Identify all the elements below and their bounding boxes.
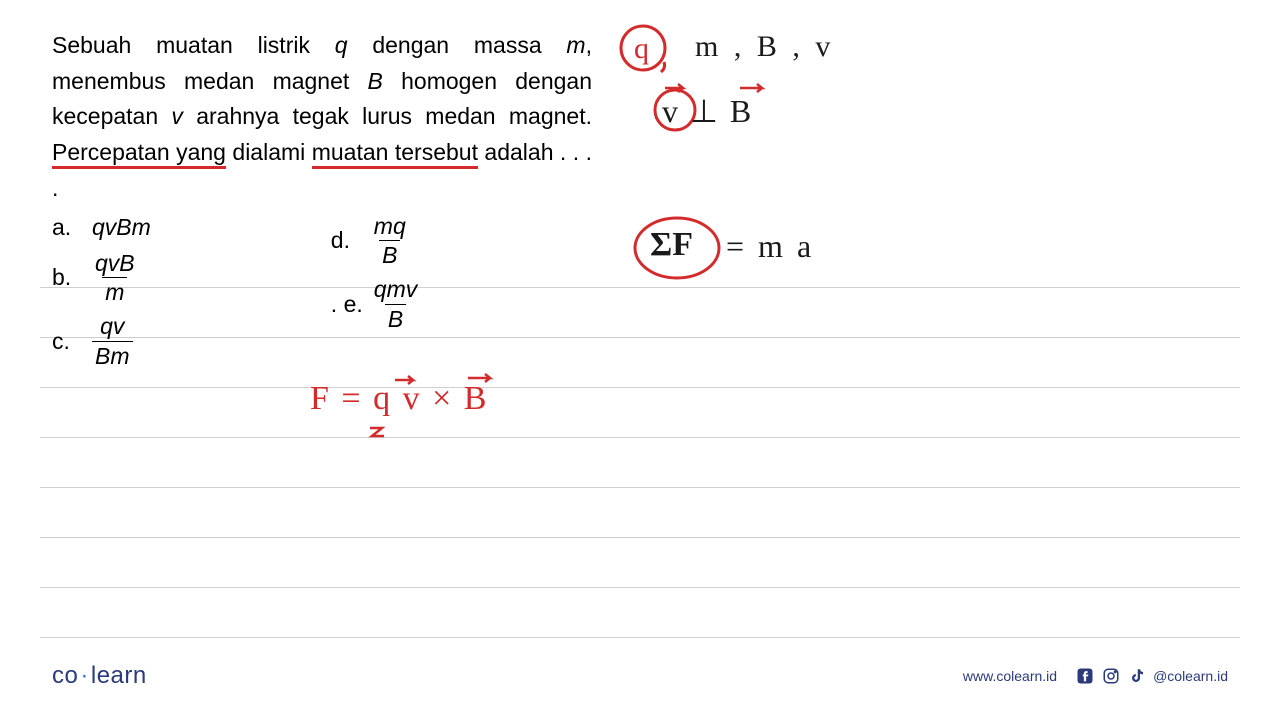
underlined-phrase: Percepatan yang xyxy=(52,139,226,169)
options-column-right: d. mq B . e. qmv B xyxy=(331,214,420,368)
option-label: c. xyxy=(52,328,92,355)
logo-right: learn xyxy=(91,662,147,689)
denominator: m xyxy=(102,277,127,304)
fraction: qvB m xyxy=(92,251,138,304)
text-part: dengan massa xyxy=(348,32,567,58)
option-d: d. mq B xyxy=(331,214,420,267)
social-icons: @colearn.id xyxy=(1075,666,1228,686)
numerator: qvB xyxy=(92,251,138,275)
options-container: a. qvBm b. qvB m c. qv Bm d. xyxy=(52,214,592,368)
var-v: v xyxy=(171,103,183,129)
footer-handle: @colearn.id xyxy=(1153,668,1228,684)
option-c: c. qv Bm xyxy=(52,314,151,367)
hw-givens: m , B , v xyxy=(695,30,834,64)
option-label: d. xyxy=(331,227,371,254)
denominator: B xyxy=(379,240,400,267)
logo-left: co xyxy=(52,662,78,689)
numerator: qv xyxy=(97,314,127,338)
underlined-phrase: muatan tersebut xyxy=(312,139,478,169)
facebook-icon xyxy=(1075,666,1095,686)
text-part: arahnya tegak lurus medan magnet. xyxy=(183,103,592,129)
fraction: qmv B xyxy=(371,277,420,330)
options-column-left: a. qvBm b. qvB m c. qv Bm xyxy=(52,214,151,368)
instagram-icon xyxy=(1101,666,1121,686)
fraction: mq B xyxy=(371,214,409,267)
option-a: a. qvBm xyxy=(52,214,151,241)
hw-perp: v⊥B xyxy=(662,92,757,130)
numerator: qmv xyxy=(371,277,420,301)
question-text: Sebuah muatan listrik q dengan massa m, … xyxy=(52,28,592,206)
logo-dot: · xyxy=(80,662,89,689)
footer: co·learn www.colearn.id @colearn.id xyxy=(0,662,1280,690)
fraction: qv Bm xyxy=(92,314,133,367)
denominator: B xyxy=(385,304,406,331)
text-part: Sebuah muatan listrik xyxy=(52,32,335,58)
logo: co·learn xyxy=(52,662,147,690)
option-label: a. xyxy=(52,214,92,241)
option-label: . e. xyxy=(331,291,371,318)
numerator: mq xyxy=(371,214,409,238)
question-block: Sebuah muatan listrik q dengan massa m, … xyxy=(52,28,592,368)
var-q: q xyxy=(335,32,348,58)
text-part: dialami xyxy=(226,139,312,165)
footer-url: www.colearn.id xyxy=(963,668,1057,684)
option-e: . e. qmv B xyxy=(331,277,420,330)
tiktok-icon xyxy=(1127,666,1147,686)
var-m: m xyxy=(566,32,585,58)
denominator: Bm xyxy=(92,341,133,368)
option-label: b. xyxy=(52,264,92,291)
var-B: B xyxy=(368,68,383,94)
option-b: b. qvB m xyxy=(52,251,151,304)
option-expr: qvBm xyxy=(92,214,151,241)
hw-q-circle: q xyxy=(634,32,649,66)
footer-right: www.colearn.id @colearn.id xyxy=(963,666,1228,686)
